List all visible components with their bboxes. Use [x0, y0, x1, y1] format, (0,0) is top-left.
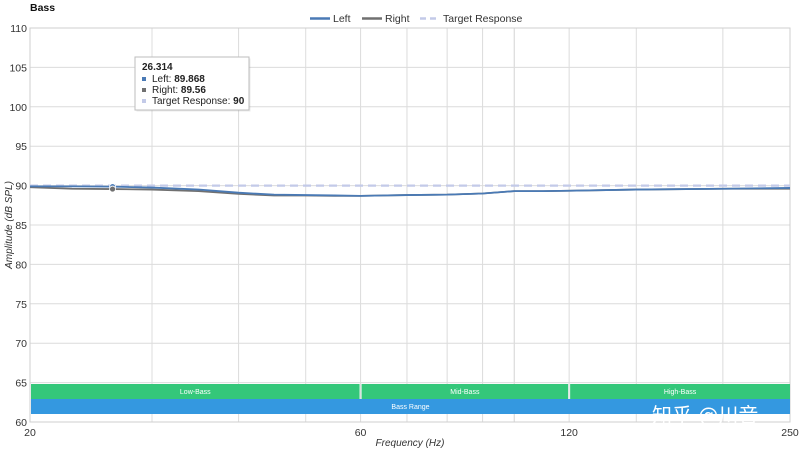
y-tick-label: 110: [10, 23, 27, 35]
tooltip-series-label: Target Response:: [152, 96, 233, 107]
band-bass-range: [31, 399, 790, 414]
y-tick-label: 65: [15, 378, 27, 390]
y-tick-label: 100: [9, 102, 27, 114]
band-label: Bass Range: [391, 404, 429, 411]
tooltip-series-marker: [142, 77, 146, 81]
x-axis-title: Frequency (Hz): [376, 438, 445, 449]
tooltip-series-value: 89.868: [174, 74, 205, 85]
x-tick-label: 20: [24, 427, 36, 439]
tooltip-box: [134, 56, 250, 111]
y-tick-label: 105: [9, 62, 27, 74]
band-label: Mid-Bass: [450, 389, 480, 396]
y-tick-label: 60: [15, 417, 27, 429]
x-tick-label: 120: [560, 427, 578, 439]
band-label: Low-Bass: [180, 389, 211, 396]
tooltip-row: Left: 89.868: [152, 74, 205, 85]
y-tick-label: 95: [15, 141, 27, 153]
x-tick-label: 250: [781, 427, 799, 439]
chart-grid: [29, 27, 791, 423]
legend-label: Target Response: [443, 13, 523, 25]
legend-label: Right: [385, 13, 410, 25]
hover-point-right: [109, 185, 116, 193]
band-mid-bass: [361, 384, 569, 399]
plot-frame: [29, 27, 791, 423]
y-tick-label: 90: [15, 181, 27, 193]
band-low-bass: [31, 384, 360, 399]
tooltip-series-label: Right:: [152, 85, 181, 96]
y-axis-title: Amplitude (dB SPL): [4, 181, 15, 270]
tooltip-series-label: Left:: [152, 74, 174, 85]
watermark: 知乎 @川音: [652, 403, 758, 427]
chart-legend: Left Right Target Response: [310, 13, 523, 25]
y-tick-label: 80: [15, 259, 27, 271]
tooltip-series-marker: [142, 88, 146, 92]
chart-series: [29, 183, 791, 197]
tooltip-series-value: 90: [233, 96, 245, 107]
tooltip-row: Right: 89.56: [152, 85, 206, 96]
band-high-bass: [570, 384, 790, 399]
frequency-range-bands: Low-Bass Mid-Bass High-Bass Bass Range: [31, 384, 790, 414]
tooltip-series-marker: [142, 99, 146, 103]
band-label: High-Bass: [664, 389, 697, 396]
tooltip-series-value: 89.56: [181, 85, 206, 96]
tooltip-row: Target Response: 90: [152, 96, 245, 107]
series-line-left: [30, 185, 791, 197]
legend-label: Left: [333, 13, 351, 25]
x-tick-label: 60: [355, 427, 367, 439]
tooltip-frequency: 26.314: [142, 62, 173, 73]
y-tick-label: 75: [15, 299, 27, 311]
y-tick-label: 85: [15, 220, 27, 232]
chart-title: Bass: [30, 2, 55, 14]
y-tick-label: 70: [15, 338, 27, 350]
